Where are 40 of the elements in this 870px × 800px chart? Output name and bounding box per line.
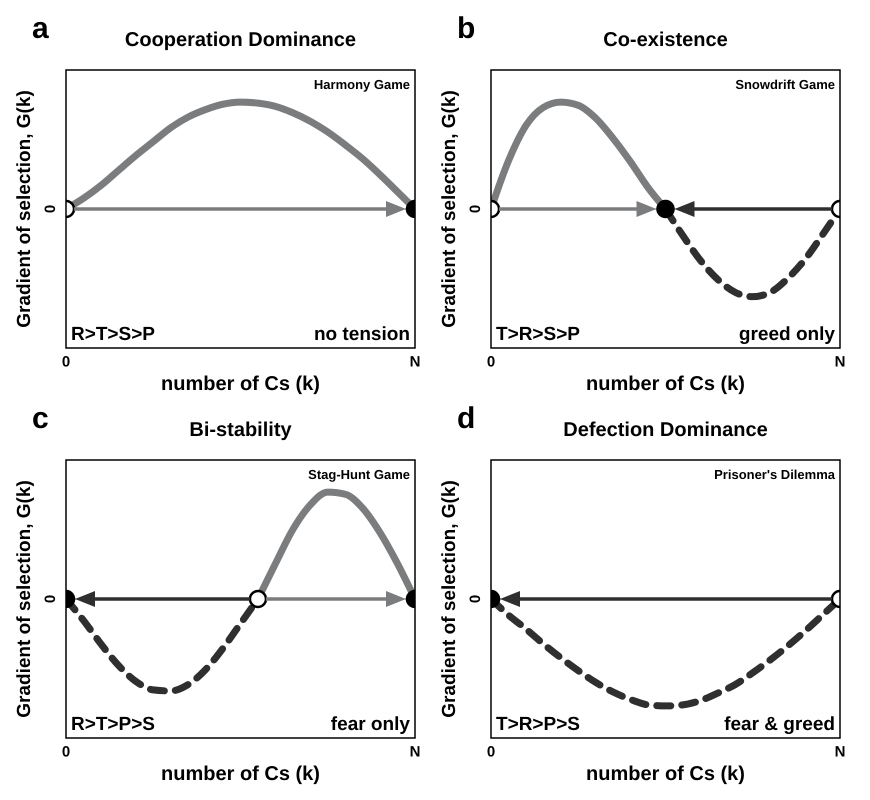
x-tick-label: 0 [62,744,70,761]
x-tick-label: N [834,354,846,371]
x-tick-label: N [834,744,846,761]
text: c [32,402,49,435]
chart-title: Defection Dominance [563,419,768,441]
text: R>T>P>S [71,714,155,735]
x-tick-label: 0 [62,354,70,371]
y-axis-title: Gradient of selection, G(k) [14,90,35,328]
chart-title: Cooperation Dominance [124,29,356,51]
y-axis-title: Gradient of selection, G(k) [14,480,35,718]
text: Harmony Game [314,77,410,92]
ref-line-label: 0 [42,594,59,604]
x-tick-label: N [410,744,420,761]
text: no tension [314,324,410,345]
x-axis-title: number of Cs (k) [586,373,745,395]
text: R>T>S>P [71,324,156,345]
text: greed only [738,324,836,345]
text: T>R>P>S [496,714,580,735]
text: d [457,402,476,435]
x-axis-title: number of Cs (k) [161,373,320,395]
ref-line-label: 0 [467,594,484,604]
ref-line-label: 0 [42,204,59,214]
ref-line-label: 0 [467,204,484,214]
text: T>R>S>P [496,324,580,345]
x-axis-title: number of Cs (k) [161,763,320,785]
y-axis-title: Gradient of selection, G(k) [439,480,460,718]
x-axis-title: number of Cs (k) [586,763,745,785]
text: Prisoner's Dilemma [714,467,836,482]
chart-title: Bi-stability [189,419,292,441]
x-tick-label: 0 [486,354,496,371]
text: b [457,12,476,45]
chart-title: Co-existence [603,29,728,51]
text: fear only [330,714,410,735]
y-axis-title: Gradient of selection, G(k) [439,90,460,328]
text: Snowdrift Game [735,77,835,92]
text: Stag-Hunt Game [308,467,410,482]
x-tick-label: N [410,354,420,371]
x-tick-label: 0 [486,744,496,761]
text: a [32,12,49,45]
text: fear & greed [724,714,835,735]
